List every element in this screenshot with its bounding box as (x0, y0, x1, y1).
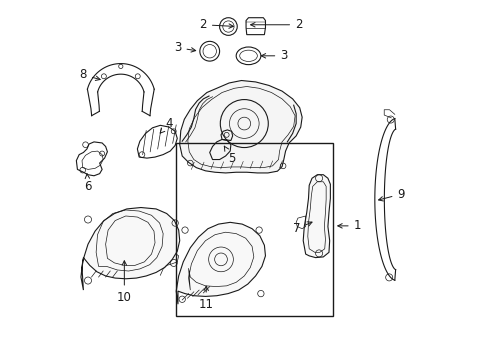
Text: 11: 11 (198, 286, 214, 311)
Text: 7: 7 (293, 222, 312, 235)
Text: 3: 3 (261, 49, 288, 62)
Text: 6: 6 (84, 174, 92, 193)
Polygon shape (176, 222, 266, 304)
Text: 2: 2 (199, 18, 233, 31)
Text: 1: 1 (338, 219, 361, 232)
Text: 4: 4 (160, 117, 173, 133)
Bar (176, 143, 333, 316)
Text: 3: 3 (174, 41, 196, 54)
Text: 10: 10 (117, 261, 132, 303)
Polygon shape (180, 81, 302, 173)
Text: 8: 8 (79, 68, 100, 81)
Polygon shape (81, 207, 180, 290)
Text: 9: 9 (379, 188, 405, 201)
Text: 5: 5 (224, 146, 235, 165)
Polygon shape (303, 175, 330, 258)
Text: 2: 2 (250, 18, 303, 31)
